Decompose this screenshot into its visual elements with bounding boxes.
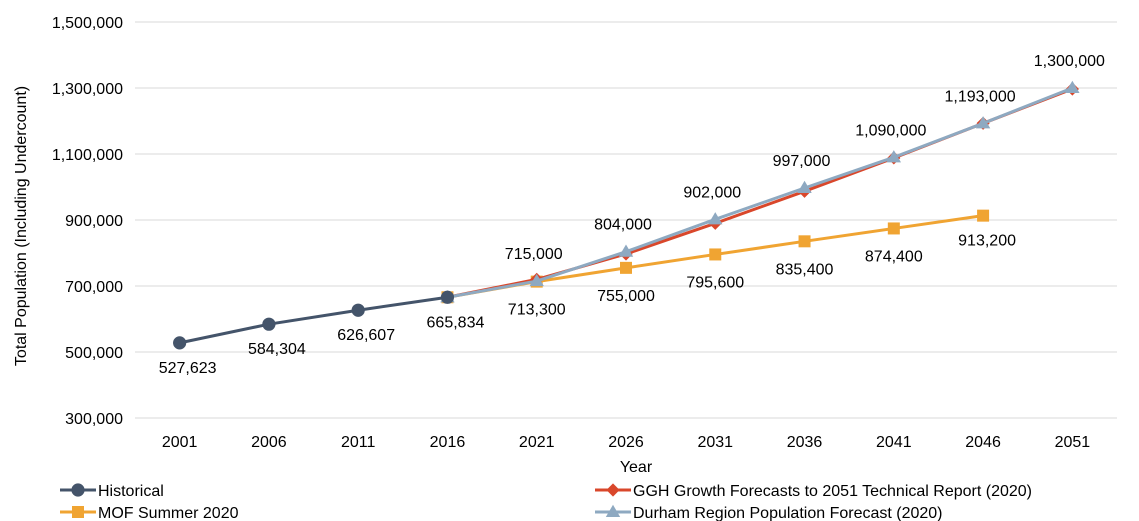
x-tick-label: 2026 [608, 434, 644, 451]
x-tick-label: 2046 [965, 434, 1001, 451]
x-tick-label: 2041 [876, 434, 912, 451]
series-line [179, 295, 448, 345]
data-point [605, 504, 621, 518]
y-axis-title: Total Population (Including Undercount) [13, 86, 30, 366]
data-point [708, 212, 723, 225]
series-3 [440, 80, 1080, 303]
y-tick-label: 500,000 [65, 345, 123, 362]
data-point [975, 116, 991, 129]
data-point [606, 483, 620, 497]
legend-label: GGH Growth Forecasts to 2051 Technical R… [633, 483, 1032, 500]
x-tick-label: 2011 [341, 434, 376, 451]
x-tick-label: 2051 [1055, 434, 1091, 451]
data-point [1065, 80, 1080, 94]
y-tick-label: 700,000 [65, 279, 123, 296]
y-tick-label: 1,500,000 [52, 15, 123, 32]
y-tick-label: 1,300,000 [52, 81, 123, 98]
data-point [977, 209, 990, 222]
legend: Historical MOF Summer 2020 GGH Growth Fore… [60, 483, 1032, 521]
data-label: 1,300,000 [1034, 53, 1105, 70]
legend-item: GGH Growth Forecasts to 2051 Technical R… [595, 483, 1032, 500]
data-label: 913,200 [958, 233, 1016, 250]
y-axis-tick-labels: 300,000 500,000 700,000 900,000 1,100,000 1,3… [52, 15, 123, 428]
series-0 [173, 290, 455, 350]
data-label: 715,000 [505, 246, 563, 263]
legend-item: Historical [60, 483, 164, 500]
data-label: 665,834 [427, 314, 485, 331]
data-point [351, 303, 365, 317]
data-label: 713,300 [508, 302, 566, 319]
data-point [620, 261, 632, 274]
data-point [887, 222, 900, 235]
gridlines [135, 21, 1117, 419]
data-label: 527,623 [159, 360, 217, 377]
x-tick-label: 2036 [787, 434, 823, 451]
data-point [173, 336, 187, 350]
data-point [72, 506, 84, 518]
x-tick-label: 2031 [697, 434, 733, 451]
data-point [797, 180, 812, 194]
y-tick-label: 300,000 [65, 411, 123, 428]
data-label: 835,400 [776, 261, 834, 278]
series-line [447, 87, 1073, 299]
legend-label: Durham Region Population Forecast (2020) [633, 505, 943, 521]
legend-label: MOF Summer 2020 [98, 505, 239, 521]
x-tick-label: 2021 [519, 434, 555, 451]
x-tick-label: 2016 [430, 434, 466, 451]
series-1 [440, 82, 1079, 304]
data-point [71, 483, 85, 497]
data-point [262, 317, 276, 331]
x-axis-tick-labels: 2001 2006 2011 2016 2021 2026 2031 2036 2041 2046… [162, 434, 1090, 451]
x-axis-title: Year [620, 459, 653, 476]
data-label: 795,600 [686, 274, 744, 291]
data-label: 755,000 [597, 288, 655, 305]
data-point [709, 248, 722, 261]
y-tick-label: 1,100,000 [52, 147, 123, 164]
data-point [440, 290, 455, 304]
legend-item: Durham Region Population Forecast (2020) [595, 504, 943, 521]
data-label: 584,304 [248, 341, 306, 358]
data-point [529, 273, 544, 287]
legend-label: Historical [98, 483, 164, 500]
series-line [447, 86, 1073, 299]
data-label: 874,400 [865, 248, 923, 265]
data-label: 1,090,000 [855, 122, 926, 139]
x-tick-label: 2001 [162, 434, 198, 451]
data-point [618, 244, 634, 257]
data-label: 1,193,000 [944, 88, 1015, 105]
data-point [798, 235, 811, 248]
data-labels: 527,623 584,304 626,607 665,834 713,300 755,0… [159, 53, 1105, 377]
y-tick-label: 900,000 [65, 213, 123, 230]
series-lines [173, 80, 1080, 350]
data-label: 804,000 [594, 217, 652, 234]
data-label: 626,607 [337, 327, 395, 344]
data-point [886, 150, 902, 163]
x-tick-label: 2006 [251, 434, 287, 451]
data-label: 997,000 [773, 153, 831, 170]
data-label: 902,000 [683, 184, 741, 201]
legend-item: MOF Summer 2020 [60, 505, 239, 521]
